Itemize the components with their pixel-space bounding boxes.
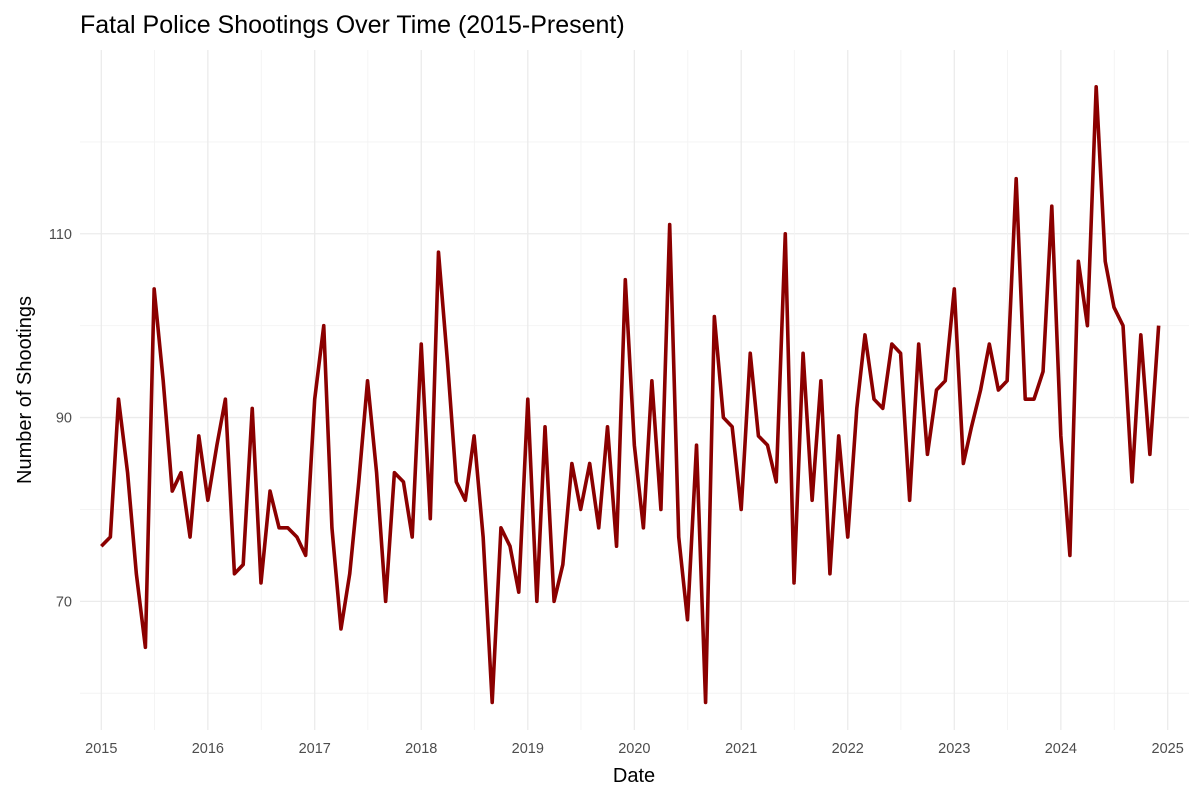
tick-labels: 70 90 110 2015 2016 2017 2018 2019 2020 2021 2022 2… xyxy=(49,227,1184,757)
chart-title: Fatal Police Shootings Over Time (2015-P… xyxy=(80,11,625,39)
x-tick-label: 2025 xyxy=(1152,741,1184,757)
x-tick-label: 2021 xyxy=(725,741,757,757)
series-layer xyxy=(100,84,1161,705)
series-line-0 xyxy=(100,84,1161,705)
y-axis-title: Number of Shootings xyxy=(14,296,36,484)
grid-lines xyxy=(80,50,1189,730)
x-tick-label: 2023 xyxy=(938,741,970,757)
y-tick-label: 90 xyxy=(56,411,72,427)
x-tick-label: 2020 xyxy=(618,741,650,757)
x-axis-title: Date xyxy=(613,765,655,787)
x-tick-label: 2019 xyxy=(512,741,544,757)
x-tick-label: 2015 xyxy=(85,741,117,757)
y-tick-label: 70 xyxy=(56,594,72,610)
x-tick-label: 2018 xyxy=(405,741,437,757)
x-tick-label: 2022 xyxy=(832,741,864,757)
y-tick-label: 110 xyxy=(49,227,72,243)
x-tick-label: 2016 xyxy=(192,741,224,757)
x-tick-label: 2017 xyxy=(299,741,331,757)
x-tick-label: 2024 xyxy=(1045,741,1077,757)
